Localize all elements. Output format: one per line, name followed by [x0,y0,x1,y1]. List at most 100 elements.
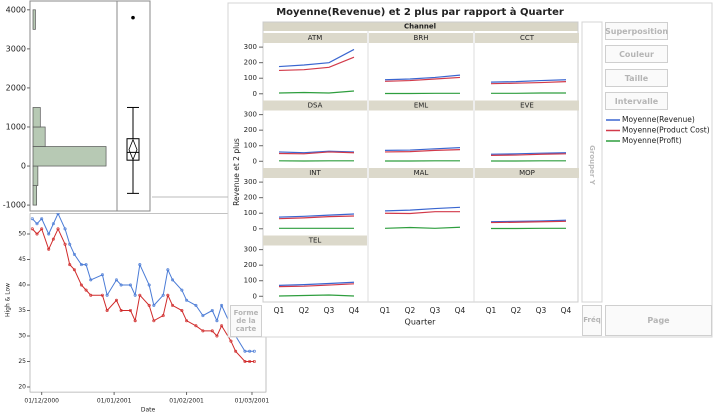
point-marker [243,359,247,363]
x-tick-label: Q1 [380,306,391,315]
group-y-label: Grouper Y [588,145,596,186]
x-tick-label: 01/03/2001 [235,398,270,405]
series-line [278,281,355,286]
point-marker [30,227,34,231]
histogram-bar [32,126,46,147]
y-axis-label: High & Low [5,283,12,317]
point-marker [220,303,224,307]
x-tick-label: Q3 [536,306,547,315]
point-marker [201,329,205,333]
series-line [278,215,355,220]
series-line [490,79,567,83]
point-marker [105,293,109,297]
point-marker [215,334,219,338]
freq-button[interactable]: Fréq [582,305,602,336]
point-marker [128,283,132,287]
point-marker [185,298,189,302]
y-tick-label: 200 [244,59,257,67]
point-marker [248,359,252,363]
point-marker [166,293,170,297]
panel-bg [0,0,152,213]
y-tick-label: -1000 [3,201,26,210]
interval-button[interactable]: Intervalle [605,92,668,110]
point-marker [89,293,93,297]
point-marker [210,329,214,333]
histogram-bar [32,146,107,167]
y-axis-label: Revenue et 2 plus [232,138,241,206]
x-tick-label: 01/12/2000 [24,398,59,405]
series-line [490,152,567,155]
point-marker [147,283,151,287]
point-marker [40,217,44,221]
point-marker [30,217,34,221]
y-tick-label: 30 [18,333,26,340]
y-tick-label: 0 [21,162,26,171]
point-marker [128,308,132,312]
point-marker [152,319,156,323]
point-marker [171,278,175,282]
point-marker [119,283,123,287]
point-marker [63,242,67,246]
page-button[interactable]: Page [605,305,712,336]
series-line [278,213,355,218]
series-line [278,56,355,72]
facet-header [369,33,473,43]
x-tick-label: Q2 [405,306,416,315]
point-marker [119,308,123,312]
point-marker [161,314,165,318]
x-tick-label: Q3 [324,306,335,315]
point-marker [63,227,67,231]
facet-header [263,168,367,178]
facet-name: INT [309,169,321,177]
legend-label: Moyenne(Product Cost) [622,126,710,135]
facet-name: MAL [414,169,429,177]
y-tick-label: 50 [18,231,26,238]
series-line [384,76,461,82]
point-marker [243,349,247,353]
facet-header [369,100,473,111]
outlier [131,15,135,20]
point-marker [171,303,175,307]
point-marker [40,227,44,231]
point-marker [84,288,88,292]
facet-header [475,100,579,111]
point-marker [133,293,137,297]
point-marker [56,227,60,231]
facet-name: EML [414,102,428,110]
color-button[interactable]: Couleur [605,45,668,63]
series-line [278,48,355,68]
y-tick-label: 45 [18,256,26,263]
y-tick-label: 200 [244,194,257,202]
x-tick-label: Q2 [511,306,522,315]
point-marker [234,349,238,353]
series-line [278,150,355,154]
point-marker [68,263,72,267]
point-marker [72,268,76,272]
point-marker [35,222,39,226]
point-marker [133,319,137,323]
map-shape-button[interactable]: Forme de la carte [230,305,262,337]
x-tick-label: Q4 [561,306,572,315]
point-marker [166,268,170,272]
size-button[interactable]: Taille [605,69,668,87]
point-marker [138,263,142,267]
trellis-chart: Moyenne(Revenue) et 2 plus par rapport à… [232,6,710,327]
series-line [384,149,461,153]
point-marker [180,308,184,312]
point-marker [72,252,76,256]
facet-header [263,33,367,43]
point-marker [252,359,256,363]
x-tick-label: Q4 [349,306,360,315]
y-tick-label: 100 [244,142,257,150]
y-tick-label: 2000 [6,83,26,92]
legend-label: Moyenne(Revenue) [622,115,695,124]
series-line [490,153,567,156]
chart-title: Moyenne(Revenue) et 2 plus par rapport à… [276,6,564,18]
facet-name: BRH [414,34,429,42]
drop-zone[interactable] [581,21,603,303]
facet-name: ATM [308,34,323,42]
overlay-button[interactable]: Superposition [605,22,668,40]
facet-header [263,235,367,246]
point-marker [47,247,51,251]
